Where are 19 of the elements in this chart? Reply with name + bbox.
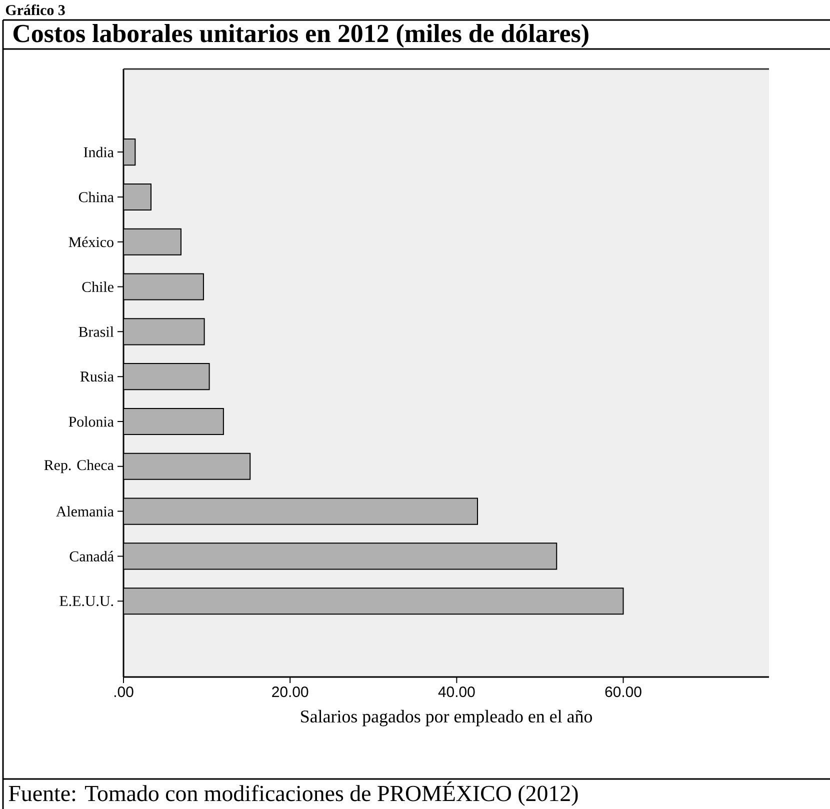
y-tick-label: Brasil	[78, 326, 114, 337]
x-axis-title: Salarios pagados por empleado en el año	[301, 710, 592, 726]
y-tick-label: Rep. Checa	[44, 460, 114, 474]
chart-title: Costos laborales unitarios en 2012 (miles de dólares)	[13, 24, 588, 48]
y-tick-label: México	[68, 236, 114, 248]
x-tick-label: .00	[114, 686, 134, 698]
text: Gráfico 3	[6, 4, 65, 16]
x-tick-label: 40.00	[438, 686, 475, 698]
y-tick-label: Canadá	[70, 550, 114, 562]
y-tick-label: China	[78, 192, 114, 202]
y-tick-label: Polonia	[68, 416, 114, 427]
source-note: Fuente: Tomado con modificaciones de PROMÉXICO (2012)	[8, 781, 578, 806]
y-tick-label: Alemania	[56, 506, 114, 517]
y-tick-label: Rusia	[80, 372, 114, 382]
y-tick-label: E.E.U.U.	[60, 596, 113, 606]
x-tick-label: 20.00	[272, 686, 308, 698]
y-tick-label: India	[84, 146, 114, 158]
y-tick-label: Chile	[82, 282, 114, 292]
x-tick-label: 60.00	[605, 686, 642, 698]
